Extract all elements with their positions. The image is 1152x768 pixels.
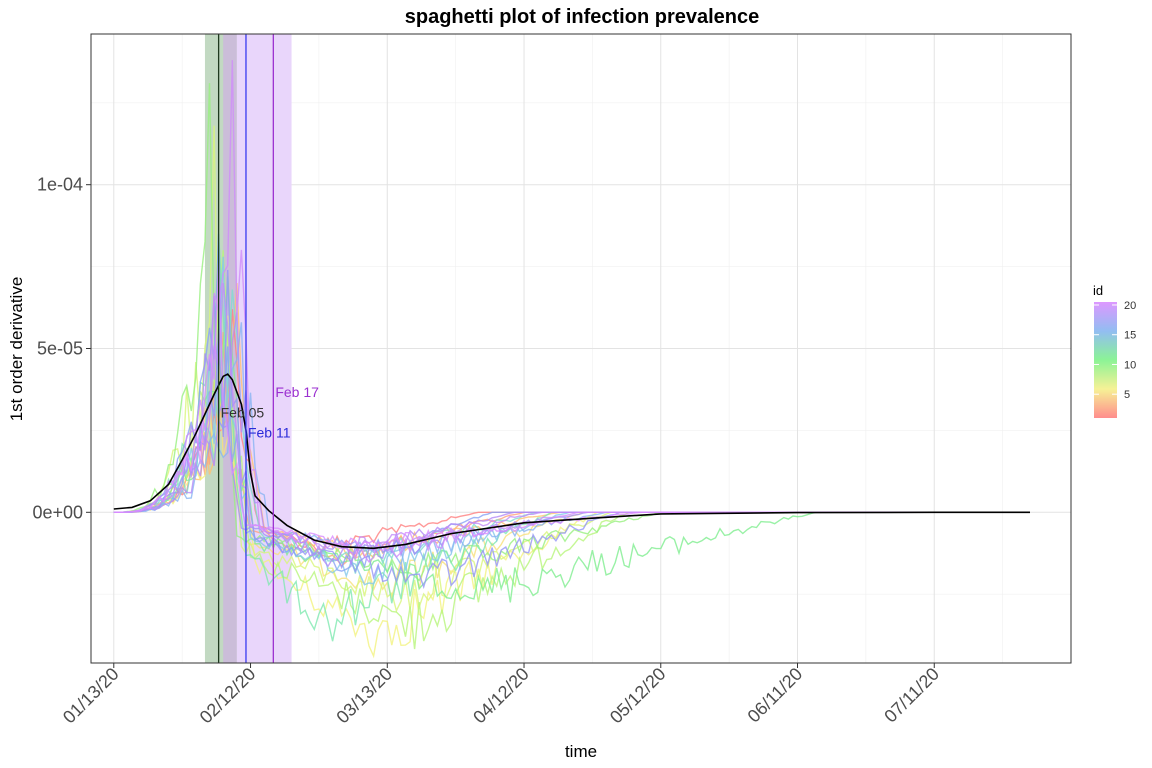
y-tick-label: 0e+00 — [32, 502, 83, 522]
series-lines — [113, 60, 1030, 659]
vline-label: Feb 05 — [221, 404, 265, 420]
mean-line — [113, 373, 1030, 550]
reference-lines: Feb 05 Feb 11 Feb 17 — [217, 34, 319, 663]
x-axis-title: time — [565, 742, 597, 761]
legend-colorbar — [1094, 302, 1117, 418]
chart-title: spaghetti plot of infection prevalence — [405, 6, 760, 28]
x-tick-label: 01/13/20 — [59, 664, 123, 728]
mean-curve — [113, 373, 1030, 550]
series-line-15 — [113, 269, 1030, 590]
y-tick-label: 5e-05 — [37, 339, 83, 359]
y-axis-title: 1st order derivative — [7, 277, 26, 422]
legend-title: id — [1093, 283, 1103, 298]
legend-tick-label: 10 — [1124, 359, 1136, 371]
legend-ticks: 5 10 15 20 — [1094, 300, 1136, 401]
legend-tick-label: 20 — [1124, 300, 1136, 312]
x-tick-label: 03/13/20 — [332, 664, 396, 728]
vline-label: Feb 17 — [275, 384, 319, 400]
series-line-12 — [113, 256, 1030, 586]
x-tick-label: 02/12/20 — [196, 664, 260, 728]
y-tick-label: 1e-04 — [37, 175, 83, 195]
legend-tick-label: 15 — [1124, 330, 1136, 342]
x-axis: 01/13/20 02/12/20 03/13/20 04/12/20 05/12/20… — [59, 663, 943, 727]
vline-label: Feb 11 — [248, 425, 291, 441]
series-line-17 — [113, 312, 1030, 568]
x-tick-label: 04/12/20 — [469, 664, 533, 728]
x-tick-label: 05/12/20 — [606, 664, 670, 728]
x-tick-label: 06/11/20 — [744, 664, 807, 727]
y-axis: 0e+00 5e-05 1e-04 — [32, 175, 91, 522]
legend: id 5 10 15 20 — [1093, 283, 1136, 418]
legend-tick-label: 5 — [1124, 389, 1130, 401]
x-tick-label: 07/11/20 — [880, 664, 943, 727]
series-line-19 — [113, 60, 1030, 563]
